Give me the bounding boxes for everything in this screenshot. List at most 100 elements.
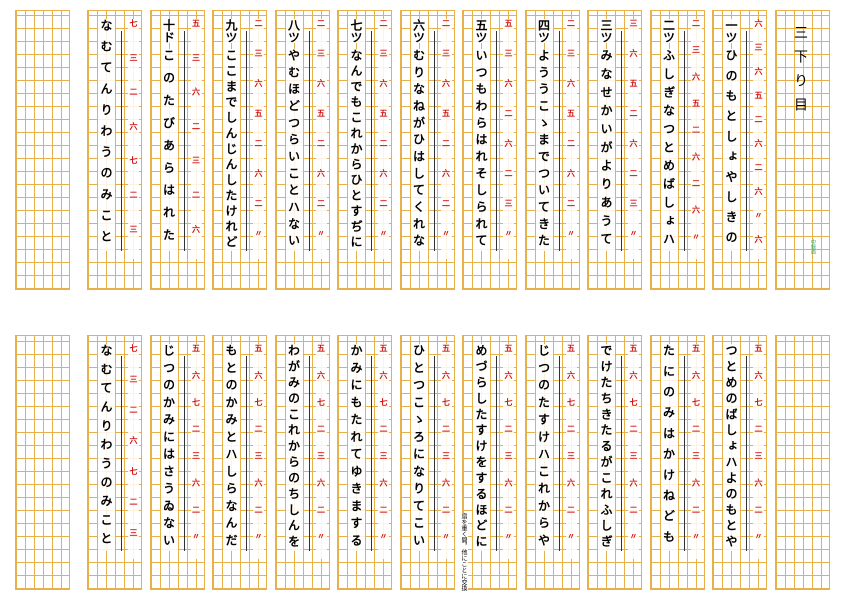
- score-column: たにのみはかけねども 五六七二三六二〃: [649, 335, 705, 590]
- lyric: みなせかいがよりあうて: [598, 49, 615, 251]
- score-column: 六ツむりなねがひはしてくれな 二三六五二六二〃: [399, 10, 455, 290]
- notation: 五六七二三六二〃: [440, 344, 452, 559]
- lyric: なんでもこれからひとすぢに: [348, 49, 365, 251]
- lyric: もとのかみとハしらなんだ: [223, 344, 240, 551]
- notation: 五六七二三六二〃: [378, 344, 389, 559]
- notation: 三六五二六二三〃: [628, 19, 639, 259]
- notation: 七三二六七二三: [128, 344, 139, 559]
- notation: 二三六五二六二〃: [378, 19, 389, 259]
- verse-number: 十ド: [160, 19, 178, 43]
- stem-line: [683, 31, 685, 251]
- stem-line: [308, 356, 310, 551]
- lyric: このたびあらはれた: [160, 49, 178, 251]
- lyric: よううこゝまでついてきた: [535, 49, 553, 251]
- score-column: かみにもたれてゆきまする 五六七二三六二〃: [337, 335, 392, 590]
- stem-line: [558, 31, 560, 251]
- score-column: なむてんりわうのみこと 七三二六七二三: [87, 10, 142, 290]
- score-column: めづらしたすけをするほどに 五六七二三六二〃扇を重く開，他にことに交換: [459, 335, 517, 591]
- lyric: じつのかみにはさうゐない: [160, 344, 178, 551]
- lyric: ひとつこゝろになりてこい: [410, 344, 428, 551]
- verse-number: 二ツ: [660, 19, 678, 43]
- notation: 六三六五二六二六〃六: [753, 19, 764, 259]
- lyric: でけたちきたるがこれふしぎ: [598, 344, 615, 551]
- score-column: もとのかみとハしらなんだ 五六七二三六二〃: [212, 335, 267, 590]
- score-column: 五ツいつもわらはれそしられて 五三六二六二三〃: [462, 10, 517, 290]
- lyric: めづらしたすけをするほどに: [473, 344, 490, 551]
- stem-line: [683, 356, 685, 551]
- notation: 五六七二三六二〃: [565, 344, 577, 559]
- notation: 五六七二三六二〃: [690, 344, 702, 559]
- score-column: 四ツよううこゝまでついてきた 二三六五二六二〃: [524, 10, 580, 290]
- lyric: いつもわらはれそしられて: [473, 49, 490, 251]
- score-column: 十ドこのたびあらはれた 五三六二三二六: [149, 10, 205, 290]
- verse-number: 六ツ: [410, 19, 428, 43]
- stem-line: [308, 31, 310, 251]
- score-column: 三ツみなせかいがよりあうて 三六五二六二三〃: [587, 10, 642, 290]
- lyric: ひのもとしょやしきの: [723, 49, 740, 251]
- score-column: 七ツ なんでもこれからひとすぢに 二三六五二六二〃: [337, 10, 392, 290]
- score-column: じつのかみにはさうゐない 五六七二三六二〃: [149, 335, 205, 590]
- score-column: わがみのこれからのちしんを 五六七二三六二〃: [274, 335, 330, 590]
- score-column: ひとつこゝろになりてこい 五六七二三六二〃: [399, 335, 455, 590]
- lyric: なむてんりわうのみこと: [98, 344, 115, 551]
- notation: 五三六二六二三〃: [503, 19, 514, 259]
- verse-number: 五ツ: [473, 19, 490, 43]
- lyric: むりなねがひはしてくれな: [410, 49, 428, 251]
- verse-number: 一ツ: [723, 19, 740, 43]
- notation: 五六七二三六二〃: [315, 344, 327, 559]
- score-column: つとめのばしょハよのもとや 五六七二三六二〃: [712, 335, 767, 590]
- stem-line: [433, 356, 435, 551]
- score-column: 八ツやむほどつらいことハない 二三六五二六二〃: [274, 10, 330, 290]
- score-column: 二ツふしぎなつとめばしょハ 二三六五二六二六〃: [649, 10, 705, 290]
- stem-line: [496, 356, 497, 551]
- verse-number: 四ツ: [535, 19, 553, 43]
- lyric: ふしぎなつとめばしょハ: [660, 49, 678, 251]
- empty-column: [775, 335, 830, 590]
- stem-line: [183, 356, 185, 551]
- stem-line: [496, 31, 497, 251]
- side-note: 中鏡面: [810, 239, 816, 254]
- stem-line: [433, 31, 435, 251]
- notation: 二三六五二六二〃: [565, 19, 577, 259]
- notation: 七三二六七二三: [128, 19, 139, 259]
- lyric: かみにもたれてゆきまする: [348, 344, 365, 551]
- lyric: やむほどつらいことハない: [285, 49, 303, 251]
- score-column: でけたちきたるがこれふしぎ 五六七二三六二〃: [587, 335, 642, 590]
- verse-number: 九ツ: [223, 19, 240, 43]
- empty-column: [15, 10, 70, 290]
- notation: 二三六五二六二〃: [253, 19, 264, 259]
- score-column: なむてんりわうのみこと 七三二六七二三: [87, 335, 142, 590]
- stem-line: [246, 31, 247, 251]
- stem-line: [558, 356, 560, 551]
- notation: 五三六二三二六: [190, 19, 202, 259]
- empty-column: [15, 335, 70, 590]
- lyric: つとめのばしょハよのもとや: [723, 344, 740, 551]
- stem-line: [246, 356, 247, 551]
- lyric: じつのたすけハこれからや: [535, 344, 553, 551]
- title: 三下り目: [792, 25, 808, 121]
- notation: 五六七二三六二〃: [503, 344, 514, 559]
- stem-line: [621, 356, 622, 551]
- title-column: 三下り目 中鏡面: [775, 10, 830, 290]
- notation: 二三六五二六二〃: [315, 19, 327, 259]
- stem-line: [746, 31, 747, 251]
- stem-line: [371, 356, 372, 551]
- verse-number: 三ツ: [598, 19, 615, 43]
- stem-line: [183, 31, 185, 251]
- score-column: 一ツひのもとしょやしきの 六三六五二六二六〃六: [712, 10, 767, 290]
- memo: 扇を重く開，他にことに交換: [459, 513, 468, 591]
- stem-line: [371, 31, 372, 251]
- notation: 二三六五二六二六〃: [690, 19, 702, 259]
- stem-line: [121, 31, 122, 251]
- stem-line: [621, 31, 622, 251]
- lyric: たにのみはかけねども: [660, 344, 678, 551]
- score-column: じつのたすけハこれからや 五六七二三六二〃: [524, 335, 580, 590]
- notation: 五六七二三六二〃: [253, 344, 264, 559]
- lyric: なむてんりわうのみこと: [98, 19, 115, 251]
- notation: 二三六五二六二〃: [440, 19, 452, 259]
- verse-number: 八ツ: [285, 19, 303, 43]
- notation: 五六七二三六二〃: [753, 344, 764, 559]
- lyric: ここまでしんじんしたけれど: [223, 49, 240, 251]
- stem-line: [746, 356, 747, 551]
